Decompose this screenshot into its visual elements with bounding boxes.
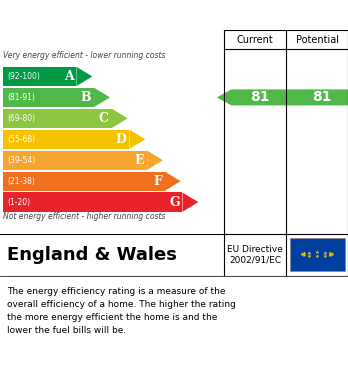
Text: (39-54): (39-54) — [8, 156, 36, 165]
Text: ★: ★ — [330, 252, 335, 257]
Text: Potential: Potential — [295, 35, 339, 45]
Polygon shape — [147, 151, 163, 170]
Text: ★: ★ — [299, 252, 304, 257]
Text: ★: ★ — [315, 250, 319, 255]
Text: ★: ★ — [328, 251, 333, 256]
Text: Not energy efficient - higher running costs: Not energy efficient - higher running co… — [3, 212, 166, 221]
Text: G: G — [169, 196, 180, 209]
Text: C: C — [99, 112, 109, 125]
Text: (1-20): (1-20) — [8, 198, 31, 207]
Bar — [290, 238, 345, 271]
Text: 81: 81 — [312, 90, 331, 104]
Text: E: E — [135, 154, 144, 167]
Text: EU Directive
2002/91/EC: EU Directive 2002/91/EC — [227, 245, 283, 264]
Text: (81-91): (81-91) — [8, 93, 35, 102]
Bar — [3, 109, 112, 128]
Bar — [3, 67, 77, 86]
Text: (69-80): (69-80) — [8, 114, 36, 123]
Polygon shape — [165, 172, 181, 191]
Text: D: D — [116, 133, 127, 146]
Text: Current: Current — [237, 35, 274, 45]
Text: (55-68): (55-68) — [8, 135, 36, 144]
Text: ★: ★ — [307, 251, 312, 256]
Text: (92-100): (92-100) — [8, 72, 40, 81]
Text: The energy efficiency rating is a measure of the
overall efficiency of a home. T: The energy efficiency rating is a measur… — [7, 287, 236, 335]
Polygon shape — [182, 192, 198, 212]
Text: B: B — [81, 91, 91, 104]
Text: ★: ★ — [301, 253, 306, 258]
Text: ★: ★ — [301, 251, 306, 256]
Text: F: F — [153, 175, 162, 188]
Text: ★: ★ — [322, 251, 327, 256]
Text: A: A — [64, 70, 74, 83]
Text: (21-38): (21-38) — [8, 177, 35, 186]
Polygon shape — [279, 90, 348, 106]
Text: ★: ★ — [307, 254, 312, 259]
Bar — [3, 88, 94, 107]
Text: Very energy efficient - lower running costs: Very energy efficient - lower running co… — [3, 52, 166, 61]
Text: England & Wales: England & Wales — [7, 246, 177, 264]
Text: Energy Efficiency Rating: Energy Efficiency Rating — [7, 7, 217, 23]
Text: ★: ★ — [322, 254, 327, 259]
Polygon shape — [112, 109, 128, 128]
Polygon shape — [217, 90, 294, 106]
Polygon shape — [77, 67, 92, 86]
Bar — [3, 172, 165, 191]
Polygon shape — [129, 130, 145, 149]
Text: ★: ★ — [328, 253, 333, 258]
Polygon shape — [94, 88, 110, 107]
Text: 81: 81 — [250, 90, 270, 104]
Bar — [3, 130, 129, 149]
Bar — [3, 151, 147, 170]
Text: ★: ★ — [315, 254, 319, 259]
Bar — [3, 192, 182, 212]
